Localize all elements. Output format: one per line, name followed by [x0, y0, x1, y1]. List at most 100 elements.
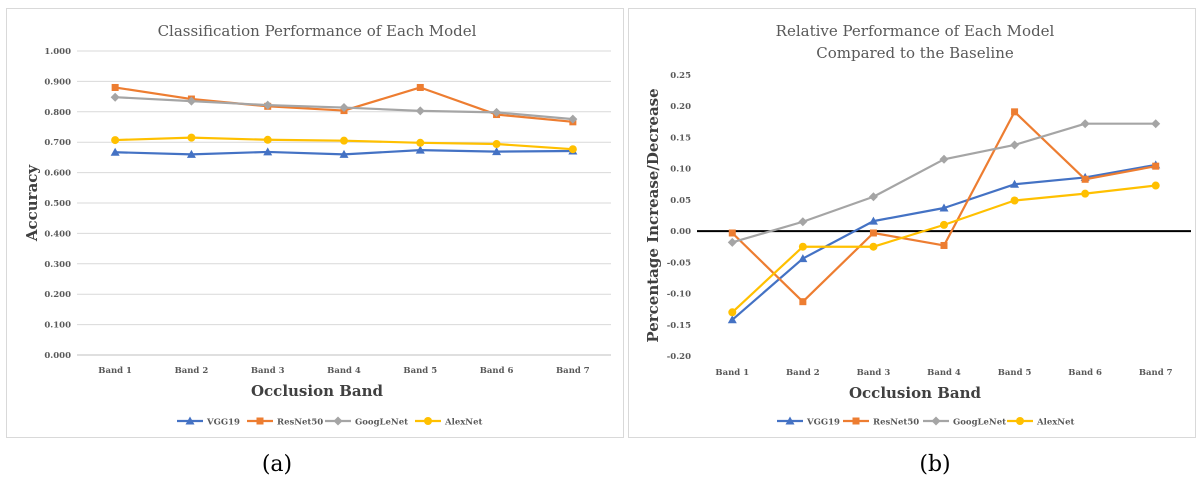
data-point [1081, 189, 1090, 198]
x-tick-label: Band 4 [927, 368, 961, 378]
x-tick-label: Band 1 [98, 366, 132, 376]
data-point [339, 103, 349, 113]
y-axis-title: Percentage Increase/Decrease [644, 88, 662, 342]
data-point [492, 147, 502, 156]
data-point [868, 192, 878, 202]
series-resnet50 [728, 108, 1160, 306]
data-point [415, 145, 425, 154]
data-point [416, 138, 425, 147]
y-axis-title: Accuracy [23, 164, 41, 243]
y-tick-label: 0.300 [44, 260, 71, 270]
data-point [869, 229, 877, 237]
legend-label: AlexNet [444, 418, 482, 428]
data-point [416, 83, 424, 91]
data-point [186, 96, 196, 106]
legend-marker [1016, 417, 1024, 425]
data-point [727, 237, 737, 247]
data-point [1081, 175, 1089, 183]
y-tick-label: 0.900 [44, 77, 71, 87]
x-tick-label: Band 4 [327, 366, 361, 376]
series-alexnet [728, 181, 1160, 317]
data-point [939, 154, 949, 164]
legend-marker [424, 417, 432, 425]
y-tick-label: 0.05 [670, 196, 691, 206]
legend-marker [185, 416, 195, 425]
data-point [728, 229, 736, 237]
caption-b: (b) [919, 452, 951, 477]
legend-marker [852, 417, 860, 425]
data-point [492, 107, 502, 117]
series-googlenet [727, 119, 1161, 247]
data-point [798, 217, 808, 227]
y-tick-label: 0.200 [44, 290, 71, 300]
legend-label: VGG19 [206, 418, 240, 428]
y-tick-label: 0.20 [670, 102, 691, 112]
data-point [263, 147, 273, 156]
x-axis-title: Occlusion Band [251, 382, 384, 400]
y-tick-label: 0.25 [670, 71, 691, 81]
y-tick-label: 0.600 [44, 169, 71, 179]
legend-label: GoogLeNet [355, 418, 408, 428]
y-tick-label: -0.10 [667, 290, 691, 300]
data-point [1151, 181, 1160, 190]
x-tick-label: Band 7 [556, 366, 590, 376]
data-point [868, 216, 878, 225]
data-point [798, 242, 807, 251]
x-axis-title: Occlusion Band [849, 384, 982, 402]
legend-item: ResNet50 [843, 417, 919, 428]
legend-item: GoogLeNet [325, 416, 408, 428]
x-tick-label: Band 5 [998, 368, 1032, 378]
data-point [1011, 108, 1019, 116]
legend-item: VGG19 [177, 416, 240, 428]
data-point [1152, 162, 1160, 170]
y-tick-label: 0.700 [44, 138, 71, 148]
chart-title: Relative Performance of Each Model [776, 22, 1055, 40]
relative-performance-line-chart: Relative Performance of Each Model Compar… [644, 22, 1191, 428]
data-point [1010, 179, 1020, 188]
x-tick-label: Band 3 [251, 366, 285, 376]
data-point [263, 135, 272, 144]
data-point [1151, 119, 1161, 129]
data-point [728, 308, 737, 317]
legend-item: ResNet50 [247, 417, 323, 428]
data-point [340, 136, 348, 145]
data-point [727, 315, 737, 324]
data-point [263, 100, 273, 110]
data-point [492, 140, 501, 149]
x-tick-label: Band 5 [403, 366, 437, 376]
data-point [940, 241, 948, 249]
caption-a: (a) [261, 452, 293, 477]
data-point [939, 203, 949, 212]
legend-label: AlexNet [1036, 418, 1074, 428]
legend-marker [785, 416, 795, 425]
data-point [568, 114, 578, 124]
x-tick-label: Band 1 [715, 368, 749, 378]
legend-label: ResNet50 [873, 418, 919, 428]
y-tick-label: 0.00 [670, 227, 691, 237]
x-tick-label: Band 6 [480, 366, 514, 376]
chart-panel-b: Relative Performance of Each Model Compar… [628, 8, 1196, 438]
x-tick-label: Band 2 [786, 368, 820, 378]
y-tick-label: -0.05 [667, 258, 691, 268]
y-tick-label: 0.400 [44, 229, 71, 239]
data-point [111, 136, 120, 145]
data-point [110, 92, 120, 102]
legend-item: AlexNet [1007, 417, 1074, 428]
data-point [1010, 196, 1019, 205]
legend-marker [256, 417, 264, 425]
chart-subtitle: Compared to the Baseline [816, 44, 1014, 62]
legend-item: AlexNet [415, 417, 482, 428]
data-point [110, 147, 120, 156]
series-vgg19 [110, 145, 578, 158]
x-tick-label: Band 3 [857, 368, 891, 378]
y-tick-label: 0.10 [670, 165, 691, 175]
series-googlenet [110, 92, 578, 124]
chart-panel-a: Classification Performance of Each Model… [6, 8, 624, 438]
data-point [415, 106, 425, 116]
y-tick-label: -0.15 [667, 321, 691, 331]
data-point [1010, 140, 1020, 150]
series-alexnet [111, 133, 577, 154]
chart-title: Classification Performance of Each Model [158, 22, 477, 40]
accuracy-line-chart: Classification Performance of Each Model… [23, 22, 611, 428]
y-tick-label: 1.000 [44, 47, 71, 57]
